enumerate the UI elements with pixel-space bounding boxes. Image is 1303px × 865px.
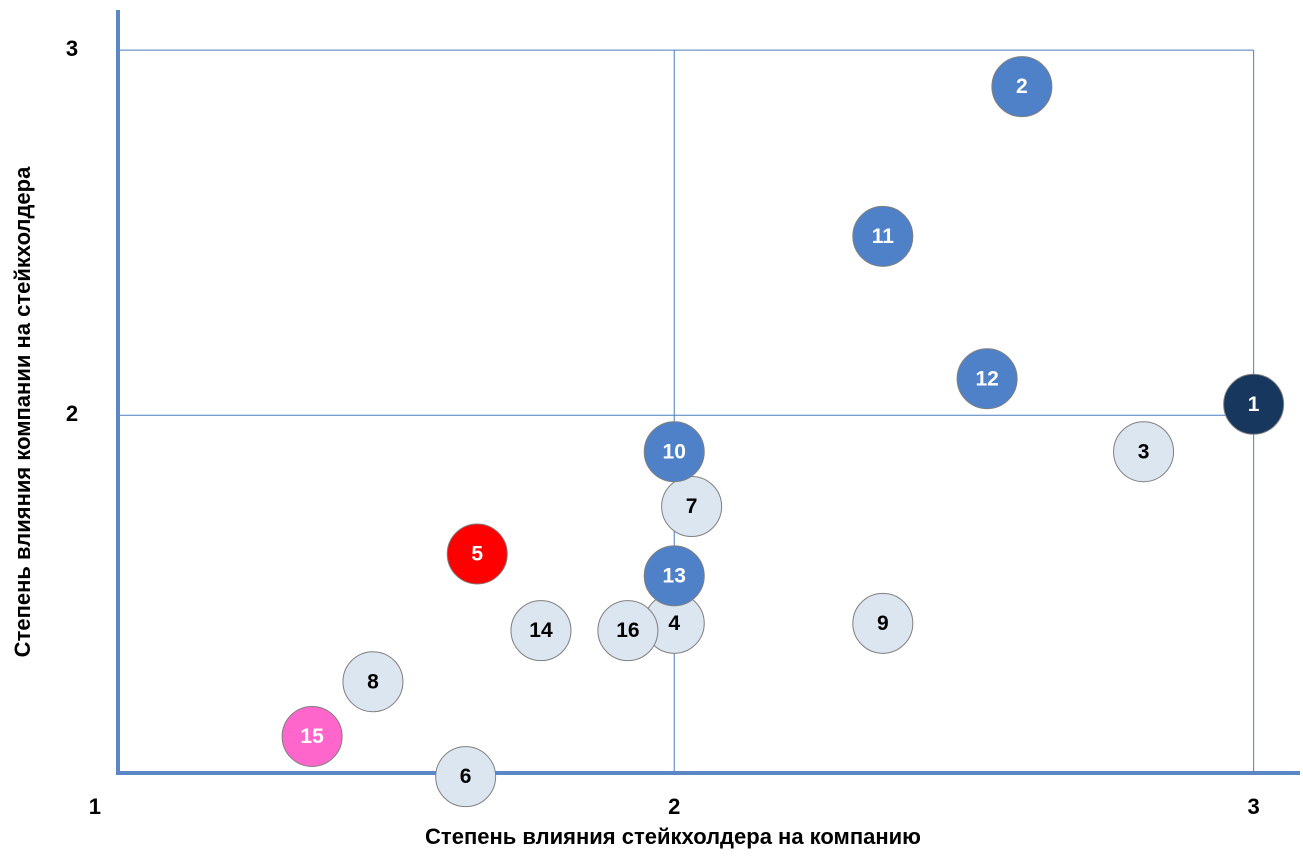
bubble-label: 2 — [1016, 75, 1028, 98]
bubble-label: 4 — [668, 612, 680, 635]
bubble-label: 16 — [616, 619, 639, 642]
x-axis-title: Степень влияния стейкхолдера на компанию — [425, 824, 921, 849]
bubble — [643, 545, 705, 607]
bubble — [281, 705, 343, 767]
bubble-label: 8 — [367, 670, 379, 693]
x-tick-label: 3 — [1248, 794, 1260, 819]
bubble-label: 1 — [1248, 393, 1260, 416]
x-tick-label: 1 — [89, 794, 101, 819]
bubble-label: 3 — [1138, 440, 1150, 463]
bubble-label: 14 — [529, 619, 553, 642]
bubble-label: 6 — [460, 765, 472, 788]
bubble — [1113, 421, 1175, 483]
bubble-label: 9 — [877, 612, 889, 635]
bubble-label: 7 — [686, 495, 698, 518]
x-tick-label: 2 — [668, 794, 680, 819]
bubble — [1223, 373, 1285, 435]
y-tick-label: 3 — [66, 36, 78, 61]
bubble — [956, 348, 1018, 410]
bubble — [643, 421, 705, 483]
bubble — [510, 600, 572, 662]
bubble-label: 15 — [300, 725, 324, 748]
bubble-label: 12 — [975, 367, 998, 390]
bubble — [342, 651, 404, 713]
y-tick-label: 2 — [66, 401, 78, 426]
bubble-label: 11 — [872, 225, 895, 248]
bubble-label: 10 — [663, 440, 686, 463]
bubble — [852, 205, 914, 267]
bubble — [446, 523, 508, 585]
bubble-label: 13 — [663, 564, 686, 587]
y-axis-title: Степень влияния компании на стейкхолдера — [10, 166, 35, 657]
bubble — [991, 56, 1053, 118]
bubble — [597, 600, 659, 662]
bubble — [435, 746, 497, 808]
bubble — [852, 592, 914, 654]
bubble-label: 5 — [471, 543, 483, 566]
